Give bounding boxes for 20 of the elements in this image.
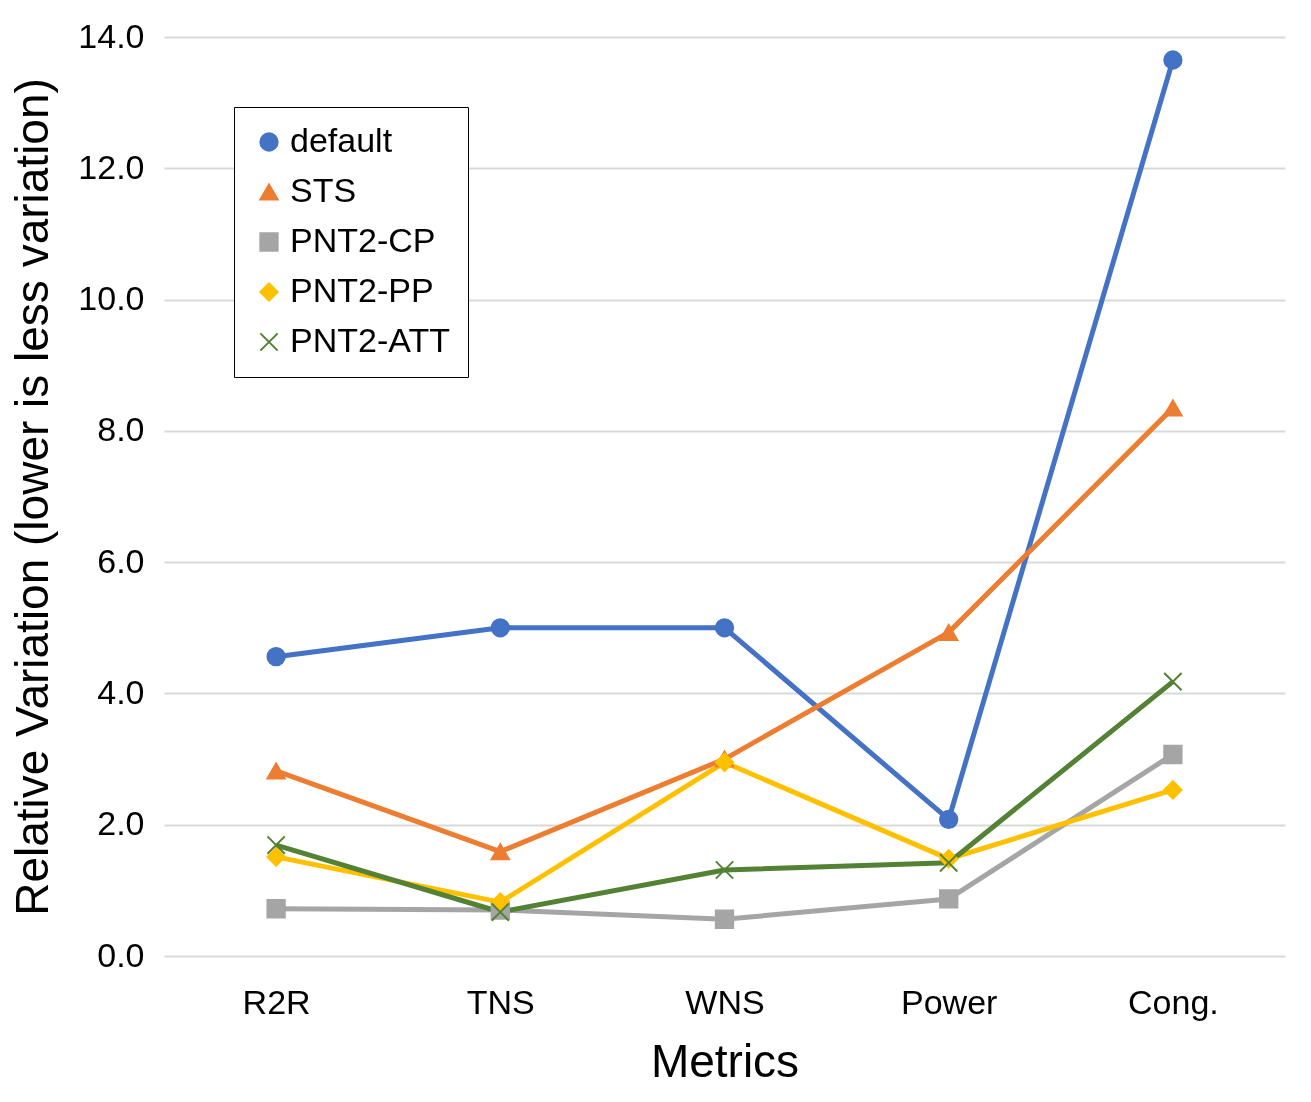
y-tick-label: 6.0 bbox=[97, 541, 145, 580]
x-tick-label: WNS bbox=[685, 982, 765, 1021]
y-tick-label: 14.0 bbox=[78, 16, 145, 55]
x-tick-label: Cong. bbox=[1128, 982, 1219, 1021]
y-tick-label: 8.0 bbox=[97, 410, 145, 449]
legend-label: PNT2-CP bbox=[290, 221, 436, 259]
x-axis-title: Metrics bbox=[650, 1034, 800, 1087]
y-axis-title: Relative Variation (lower is less variation) bbox=[6, 78, 59, 916]
legend-label: PNT2-PP bbox=[290, 271, 434, 309]
y-tick-label: 0.0 bbox=[97, 935, 145, 974]
y-tick-label: 10.0 bbox=[78, 279, 145, 318]
legend-label: PNT2-ATT bbox=[290, 321, 450, 359]
legend-label: STS bbox=[290, 171, 357, 209]
x-tick-label: TNS bbox=[466, 982, 535, 1021]
x-tick-label: Power bbox=[901, 982, 998, 1021]
y-tick-label: 12.0 bbox=[78, 147, 145, 186]
y-tick-label: 2.0 bbox=[97, 804, 145, 843]
legend-label: default bbox=[290, 121, 393, 159]
x-tick-label: R2R bbox=[242, 982, 311, 1021]
y-tick-label: 4.0 bbox=[97, 672, 145, 711]
